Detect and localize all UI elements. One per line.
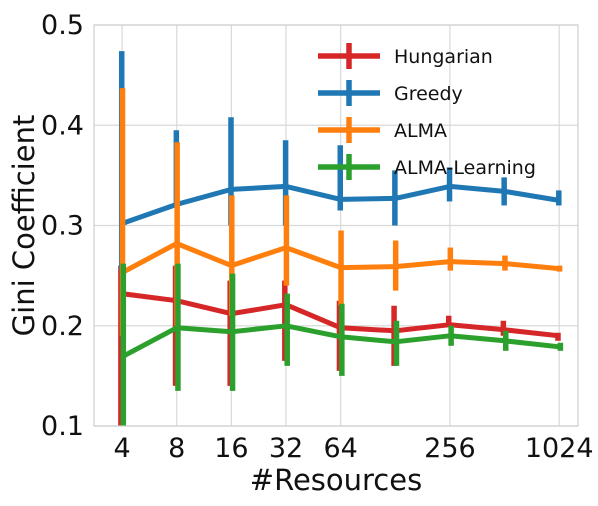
plot-border — [93, 24, 579, 427]
legend-entry: Greedy — [318, 80, 463, 106]
y-tick-label: 0.3 — [41, 211, 84, 242]
legend-entry: ALMA — [318, 117, 447, 143]
x-tick-label: 1024 — [525, 433, 594, 464]
series-layer — [118, 51, 564, 426]
y-tick-label: 0.5 — [41, 10, 84, 41]
x-tick-label: 8 — [168, 433, 185, 464]
legend-label: Greedy — [394, 83, 463, 105]
legend-entry: ALMA-Learning — [318, 154, 536, 180]
x-axis-label: #Resources — [250, 463, 422, 497]
tick-labels: 4 8 16 32 64 256 1024 0.1 0.2 0.3 0.4 0.5 — [41, 10, 594, 464]
legend: Hungarian Greedy ALMA ALMA-Learning — [318, 43, 536, 180]
legend-label: Hungarian — [394, 46, 493, 68]
y-axis-label: Gini Coefficient — [7, 115, 41, 337]
x-tick-label: 256 — [424, 433, 476, 464]
legend-label: ALMA-Learning — [394, 157, 536, 179]
y-tick-label: 0.1 — [41, 411, 84, 442]
x-tick-label: 32 — [269, 433, 303, 464]
legend-entry: Hungarian — [318, 43, 493, 69]
x-tick-label: 4 — [114, 433, 131, 464]
series-alma-learning — [120, 263, 564, 426]
x-tick-label: 16 — [214, 433, 248, 464]
x-tick-label: 64 — [323, 433, 357, 464]
plot-frame — [93, 24, 579, 427]
legend-label: ALMA — [394, 120, 447, 142]
y-tick-label: 0.2 — [41, 311, 84, 342]
y-tick-label: 0.4 — [41, 110, 84, 141]
